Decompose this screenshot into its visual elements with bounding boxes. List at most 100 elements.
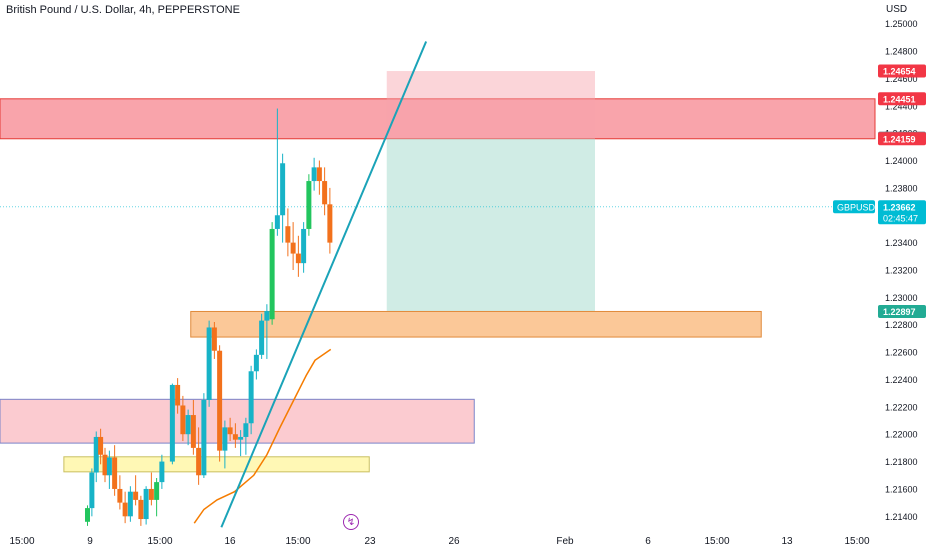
- price-badge: [878, 132, 926, 146]
- time-tick-label: 15:00: [704, 536, 729, 547]
- candle-body[interactable]: [112, 457, 118, 489]
- candle-body[interactable]: [133, 491, 139, 500]
- candle-body[interactable]: [190, 415, 196, 448]
- price-tick-label: 1.24400: [885, 101, 918, 111]
- price-tick-label: 1.22000: [885, 430, 918, 440]
- candle-body[interactable]: [180, 405, 186, 435]
- candle-body[interactable]: [206, 327, 212, 400]
- moving-average-line[interactable]: [193, 348, 332, 524]
- price-tick-label: 1.23800: [885, 183, 918, 193]
- price-tick-label: 1.23400: [885, 238, 918, 248]
- candle-body[interactable]: [274, 215, 280, 229]
- chart-title: British Pound / U.S. Dollar, 4h, PEPPERS…: [6, 4, 240, 16]
- candle-body[interactable]: [316, 167, 322, 182]
- price-badge-label: 1.22897: [883, 307, 916, 317]
- candle-body[interactable]: [301, 228, 307, 264]
- time-tick-label: 15:00: [9, 536, 34, 547]
- time-tick-label: 23: [364, 536, 376, 547]
- candle-body[interactable]: [248, 371, 254, 424]
- candle-body[interactable]: [322, 181, 328, 205]
- candle-body[interactable]: [122, 502, 128, 517]
- drawings-layer: [0, 41, 875, 528]
- candle-body[interactable]: [327, 204, 333, 243]
- resistance-zone[interactable]: [0, 98, 876, 140]
- candle-body[interactable]: [222, 427, 228, 451]
- candle-body[interactable]: [98, 436, 104, 455]
- candle-body[interactable]: [311, 167, 317, 182]
- candle-body[interactable]: [290, 242, 296, 254]
- candle-body[interactable]: [238, 436, 244, 440]
- candle-body[interactable]: [269, 228, 275, 320]
- candle-body[interactable]: [232, 434, 238, 440]
- time-tick-label: 15:00: [147, 536, 172, 547]
- candle-body[interactable]: [259, 320, 265, 355]
- time-tick-label: 26: [448, 536, 460, 547]
- flash-icon[interactable]: ↯: [343, 514, 359, 530]
- price-badge-label: 1.24654: [883, 67, 916, 77]
- candle-body[interactable]: [243, 423, 249, 437]
- price-tick-label: 1.23200: [885, 266, 918, 276]
- candle-body[interactable]: [253, 354, 259, 372]
- zones-layer: [0, 71, 876, 473]
- candle-body[interactable]: [89, 472, 95, 509]
- time-tick-label: 16: [224, 536, 236, 547]
- time-axis: 15:00 9 15:00 16 15:00 23 26 Feb 6 15:00 13 15:00: [9, 536, 869, 547]
- candle-body[interactable]: [143, 488, 149, 520]
- symbol-badge: [833, 200, 875, 214]
- time-tick-label: 9: [87, 536, 93, 547]
- candle-body[interactable]: [169, 384, 175, 462]
- time-tick-label: 13: [781, 536, 793, 547]
- time-tick-label: 15:00: [844, 536, 869, 547]
- candle-body[interactable]: [211, 327, 217, 351]
- time-tick-label: 6: [645, 536, 651, 547]
- candle-body[interactable]: [127, 491, 133, 517]
- lower-zone[interactable]: [63, 456, 370, 473]
- candle-body[interactable]: [295, 253, 301, 264]
- candle-body[interactable]: [280, 163, 286, 216]
- price-badge: [878, 92, 926, 106]
- candle-body[interactable]: [264, 311, 270, 321]
- candle-body[interactable]: [106, 457, 112, 476]
- price-badge: [878, 64, 926, 78]
- candle-body[interactable]: [217, 350, 223, 451]
- candle-body[interactable]: [306, 181, 312, 229]
- price-tick-label: 1.22600: [885, 348, 918, 358]
- price-tick-label: 1.23000: [885, 293, 918, 303]
- profit-zone[interactable]: [386, 138, 595, 312]
- candle-body[interactable]: [85, 508, 90, 522]
- current-price-badge: [878, 200, 926, 225]
- candles-layer: [85, 108, 333, 526]
- symbol-badge-label: GBPUSD: [837, 202, 876, 212]
- price-badge-label: 1.24159: [883, 134, 916, 144]
- candle-body[interactable]: [175, 384, 181, 406]
- price-tick-label: 1.24000: [885, 156, 918, 166]
- stop-zone[interactable]: [386, 71, 595, 139]
- price-tick-label: 1.24600: [885, 74, 918, 84]
- price-tick-label: 1.22800: [885, 320, 918, 330]
- time-tick-label: Feb: [556, 536, 574, 547]
- candle-body[interactable]: [201, 400, 207, 476]
- candle-body[interactable]: [93, 436, 99, 473]
- price-tick-label: 1.21600: [885, 484, 918, 494]
- candle-body[interactable]: [227, 427, 233, 435]
- candle-body[interactable]: [102, 454, 108, 476]
- candle-body[interactable]: [154, 482, 160, 500]
- price-badge: [878, 304, 926, 318]
- price-tick-label: 1.22400: [885, 375, 918, 385]
- candle-body[interactable]: [196, 447, 202, 476]
- axis-currency: USD: [886, 4, 908, 15]
- time-tick-label: 15:00: [285, 536, 310, 547]
- support-zone[interactable]: [190, 310, 762, 338]
- candle-body[interactable]: [159, 461, 165, 483]
- candle-body[interactable]: [285, 226, 291, 243]
- candle-body[interactable]: [138, 499, 144, 520]
- price-tick-label: 1.22200: [885, 402, 918, 412]
- price-axis: 1.250001.248001.246001.244001.242001.240…: [833, 19, 926, 522]
- candle-body[interactable]: [117, 488, 123, 503]
- price-tick-label: 1.21800: [885, 457, 918, 467]
- candle-body[interactable]: [185, 415, 191, 435]
- candle-body[interactable]: [148, 488, 154, 500]
- current-price-label: 1.23662: [883, 202, 916, 212]
- trendline[interactable]: [220, 41, 428, 528]
